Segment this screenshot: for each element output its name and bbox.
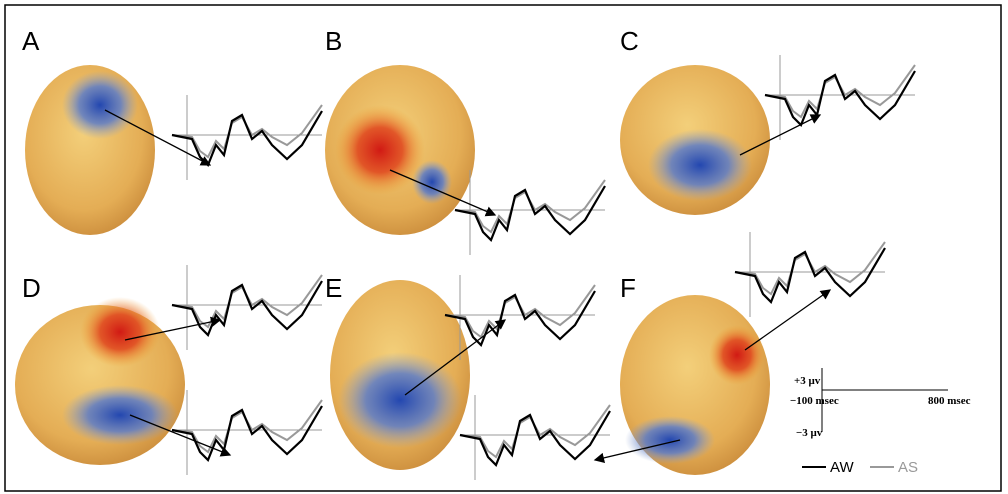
waveform-aw — [765, 71, 915, 125]
panel-label: C — [620, 26, 639, 56]
scale-label: 800 msec — [928, 395, 971, 407]
panel-label: F — [620, 273, 636, 303]
waveform-aw — [172, 406, 322, 460]
legend-label: AS — [898, 459, 918, 476]
waveform-as — [445, 285, 595, 337]
waveform-as — [172, 400, 322, 452]
waveform-as — [735, 242, 885, 294]
scale-bar: +3 μv −100 msec 800 msec −3 μv — [790, 368, 971, 439]
waveform-as — [172, 275, 322, 327]
figure: A B C D E F +3 μv −100 msec 800 msec −3 … — [0, 0, 1008, 494]
blob — [62, 71, 138, 139]
waveform-aw — [455, 186, 605, 240]
scale-label: +3 μv — [794, 375, 821, 387]
panel-label: B — [325, 26, 342, 56]
waveform-as — [455, 180, 605, 232]
waveform-aw — [460, 411, 610, 465]
scale-label: −3 μv — [796, 427, 823, 439]
legend: AW AS — [802, 459, 918, 476]
blob — [648, 129, 752, 201]
waveform-as — [460, 405, 610, 457]
blob — [625, 416, 715, 464]
blob — [335, 105, 425, 195]
legend-label: AW — [830, 459, 854, 476]
blob — [709, 325, 765, 385]
arrow — [745, 290, 830, 350]
scale-label: −100 msec — [790, 395, 839, 407]
panel-label: A — [22, 26, 40, 56]
waveform-as — [765, 65, 915, 117]
panel-label: D — [22, 273, 41, 303]
blob — [62, 385, 178, 445]
panel-label: E — [325, 273, 342, 303]
waveform-aw — [172, 281, 322, 335]
topographies — [15, 65, 770, 475]
waveforms — [172, 55, 915, 480]
waveform-aw — [735, 248, 885, 302]
waveform-as — [172, 105, 322, 157]
waveform-aw — [445, 291, 595, 345]
blob — [80, 297, 160, 367]
